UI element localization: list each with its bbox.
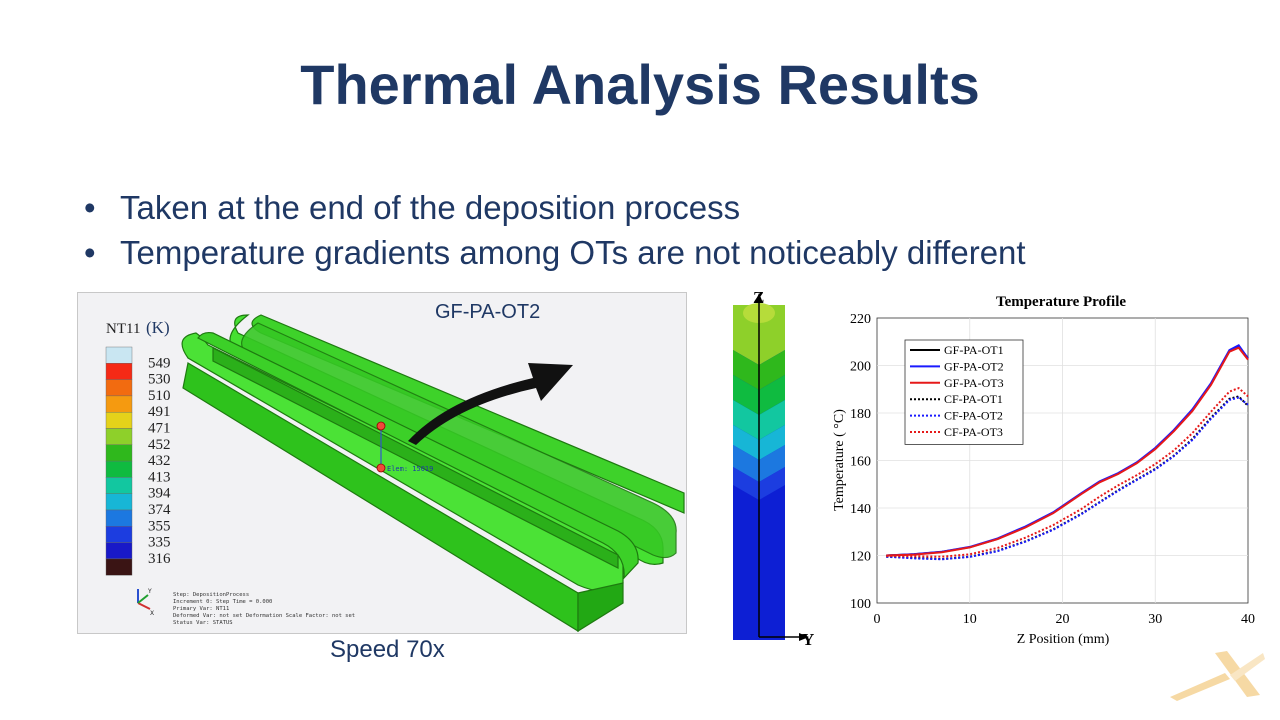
- y-tick-label: 120: [850, 550, 871, 565]
- slide-title: Thermal Analysis Results: [300, 53, 980, 116]
- legend-swatch: [105, 346, 133, 364]
- contour-column-render: Z Y: [733, 288, 814, 649]
- legend-entry: CF-PA-OT2: [944, 409, 1003, 423]
- info-line: Deformed Var: not set Deformation Scale …: [173, 613, 355, 619]
- step-info: Step: DepositionProcess Increment 0: Ste…: [173, 592, 355, 626]
- legend-title: NT11: [106, 321, 140, 337]
- info-line: Increment 0: Step Time = 0.000: [173, 599, 272, 605]
- legend-swatch: [105, 526, 133, 543]
- y-arrow-icon: [799, 633, 809, 641]
- probe-markers: Elem: 15019: [376, 421, 433, 473]
- chart-legend: GF-PA-OT1 GF-PA-OT2 GF-PA-OT3 CF-PA-OT1 CF-P…: [904, 339, 1024, 445]
- legend-entry: GF-PA-OT3: [944, 376, 1004, 390]
- chart-svg: Temperature Profile 0 10 20 30 40 100 120 140 16…: [832, 294, 1255, 647]
- simulation-render: NT11 (K) 5495305104914714524324133943743…: [105, 301, 685, 633]
- legend-value: 316: [148, 551, 171, 567]
- legend-entry: GF-PA-OT2: [944, 359, 1004, 373]
- temperature-profile-chart: Temperature Profile 0 10 20 30 40 100 120 140 16…: [820, 285, 1280, 655]
- y-tick-label: 180: [850, 407, 871, 422]
- legend-value: 549: [148, 355, 171, 371]
- y-axis-label: Y: [802, 630, 814, 649]
- contour-legend: [105, 346, 133, 576]
- legend-entry: CF-PA-OT1: [944, 392, 1003, 406]
- printed-part: [181, 314, 685, 633]
- legend-value: 452: [148, 437, 171, 453]
- x-axis-label: Z Position (mm): [1017, 632, 1110, 647]
- legend-swatch: [105, 363, 133, 380]
- legend-value: 432: [148, 453, 171, 469]
- z-axis-label: Z: [753, 288, 764, 307]
- legend-swatch: [105, 509, 133, 527]
- probe-label: Elem: 15019: [387, 465, 433, 473]
- simulation-image: NT11 (K) 549 530 510 491 471 452 432 413 394 374 3…: [77, 292, 687, 634]
- legend-unit: (K): [146, 318, 170, 337]
- series-line: [886, 386, 1249, 558]
- x-tick-label: 40: [1241, 612, 1255, 627]
- triad-x-label: X: [150, 610, 154, 617]
- info-line: Status Var: STATUS: [173, 620, 233, 626]
- x-tick-label: 20: [1056, 612, 1070, 627]
- legend-value: 510: [148, 388, 171, 404]
- bullet-list: Taken at the end of the deposition proce…: [84, 185, 1026, 275]
- y-tick-label: 220: [850, 312, 871, 327]
- y-tick-label: 100: [850, 597, 871, 612]
- bullet-item: Temperature gradients among OTs are not …: [84, 230, 1026, 275]
- legend-value: 355: [148, 518, 171, 534]
- legend-box: [904, 339, 1024, 445]
- probe-point-bottom: [376, 463, 386, 473]
- legend-value: 394: [148, 486, 171, 502]
- y-tick-label: 140: [850, 502, 871, 517]
- legend-value: 530: [148, 372, 171, 388]
- legend-swatch: [105, 444, 133, 462]
- axis-triad-icon: Y X: [137, 588, 154, 617]
- legend-value: 471: [148, 421, 171, 437]
- triad-y-label: Y: [147, 588, 152, 595]
- probe-point-top: [376, 421, 386, 431]
- legend-swatch: [105, 411, 133, 429]
- y-axis-label: Temperature ( °C): [832, 409, 847, 511]
- x-tick-label: 0: [874, 612, 881, 627]
- legend-entry: CF-PA-OT3: [944, 425, 1003, 439]
- legend-swatch: [105, 493, 133, 511]
- x-tick-label: 30: [1148, 612, 1162, 627]
- y-tick-label: 200: [850, 360, 871, 375]
- x-tick-label: 10: [963, 612, 977, 627]
- series-line: [886, 346, 1249, 557]
- legend-swatch: [105, 395, 133, 413]
- legend-swatch: [105, 477, 133, 494]
- legend-swatch: [105, 558, 133, 576]
- legend-value: 374: [148, 502, 171, 518]
- legend-swatch: [105, 379, 133, 397]
- info-line: Primary Var: NT11: [173, 606, 229, 612]
- legend-swatch: [105, 460, 133, 478]
- legend-value: 413: [148, 469, 171, 485]
- bullet-item: Taken at the end of the deposition proce…: [84, 185, 1026, 230]
- corner-logo: [1165, 645, 1265, 705]
- z-arrow-icon: [755, 293, 763, 303]
- chart-series: [886, 344, 1249, 561]
- y-tick-label: 160: [850, 455, 871, 470]
- chart-ticks: 0 10 20 30 40 100 120 140 160 180 200 220: [850, 312, 1255, 627]
- simulation-label: GF-PA-OT2: [435, 301, 540, 323]
- series-line: [886, 396, 1249, 561]
- legend-value: 491: [148, 404, 171, 420]
- legend-swatch: [105, 428, 133, 445]
- legend-swatch: [105, 542, 133, 560]
- x-logo-icon: [1170, 651, 1265, 701]
- chart-title: Temperature Profile: [996, 294, 1126, 310]
- info-line: Step: DepositionProcess: [173, 592, 249, 598]
- contour-column: Z Y: [725, 285, 825, 650]
- legend-value: 335: [148, 535, 171, 551]
- curved-arrow-icon: [408, 363, 573, 445]
- speed-caption: Speed 70x: [330, 636, 445, 663]
- legend-entry: GF-PA-OT1: [944, 343, 1004, 357]
